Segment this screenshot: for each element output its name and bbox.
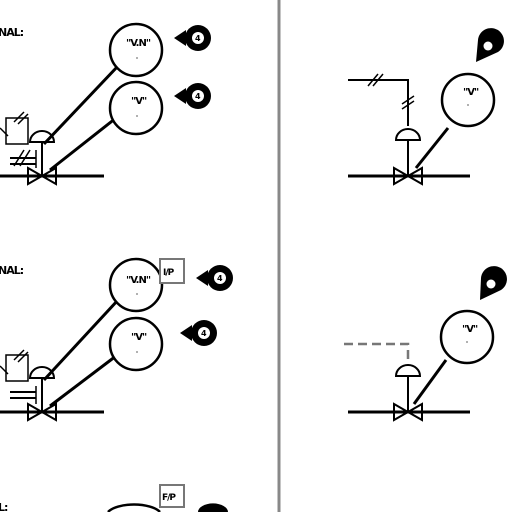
- svg-text:F/P: F/P: [162, 493, 176, 503]
- left-row3-label: L:: [0, 501, 8, 512]
- left-row1-label: NAL:: [0, 26, 24, 39]
- signal-line-dashed: [344, 342, 410, 364]
- instrument-bubble-bottom-label: "V": [131, 332, 147, 343]
- svg-text:4: 4: [195, 34, 201, 43]
- instrument-bubble-top: "V.N": [108, 22, 164, 78]
- instrument-bubble-label: "V": [463, 87, 479, 98]
- signal-line: [348, 79, 409, 126]
- right-row1: "V": [348, 28, 504, 186]
- instrument-bubble-top-label: "V.N": [126, 275, 151, 286]
- positioner-box: [5, 117, 29, 145]
- instrument-bubble: "V": [440, 72, 496, 128]
- control-valve: [27, 366, 57, 422]
- instrument-bubble-bottom: "V": [108, 316, 164, 372]
- callout-badge-4-bottom: 4: [174, 83, 211, 109]
- location-pin-icon: [480, 266, 507, 300]
- control-valve: [393, 128, 423, 186]
- svg-text:4: 4: [217, 274, 223, 283]
- callout-badge-4-top: 4: [196, 265, 233, 291]
- positioner-box: [5, 354, 29, 382]
- callout-badge-4-bottom: 4: [180, 320, 217, 346]
- instrument-bubble-bottom-label: "V": [131, 96, 147, 107]
- control-valve: [393, 364, 423, 422]
- instrument-bubble: "V": [439, 309, 495, 365]
- left-row2: NAL: "V.N" "V" I/P: [0, 257, 233, 422]
- svg-text:4: 4: [201, 329, 207, 338]
- location-pin-icon: [476, 28, 504, 62]
- svg-text:I/P: I/P: [163, 268, 175, 278]
- svg-text:4: 4: [195, 92, 201, 101]
- converter-box-fp: F/P: [159, 484, 185, 508]
- converter-box-ip: I/P: [159, 258, 185, 284]
- instrument-bubble-top-label: "V.N": [126, 38, 151, 49]
- instrument-bubble-label: "V": [462, 324, 478, 335]
- control-valve: [27, 130, 57, 186]
- instrument-bubble-top: "V.N": [108, 257, 164, 313]
- left-row3: L: F/P: [0, 484, 228, 512]
- right-row2: "V": [344, 266, 507, 422]
- left-row1: NAL: "V.N" "V": [0, 22, 211, 186]
- instrument-bubble-bottom: "V": [108, 80, 164, 136]
- callout-badge-4-top: 4: [174, 25, 211, 51]
- left-row2-label: NAL:: [0, 264, 24, 277]
